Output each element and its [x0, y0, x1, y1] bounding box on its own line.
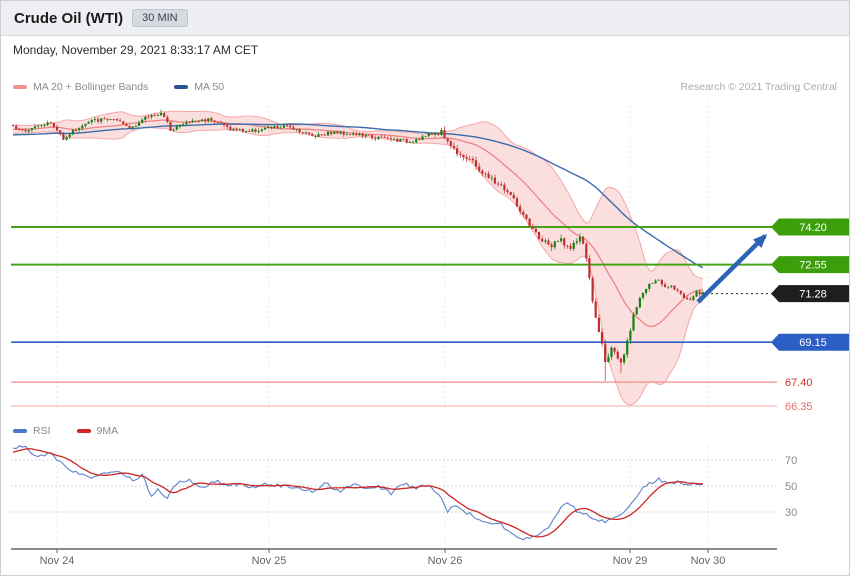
- rsi-tick-label: 30: [785, 507, 797, 519]
- main-plot: [12, 110, 704, 406]
- bollinger-band-fill: [13, 111, 703, 405]
- rsi-legend: RSI 9MA: [1, 423, 849, 439]
- ma20-line: [12, 119, 703, 328]
- ma50-legend-label: MA 50: [194, 81, 225, 93]
- x-axis-label: Nov 29: [613, 555, 648, 567]
- rsi-tick-label: 70: [785, 455, 797, 467]
- price-tag-69.15: [771, 333, 849, 351]
- price-tag-label: 72.55: [799, 259, 827, 271]
- x-axis-label: Nov 26: [428, 555, 463, 567]
- price-tag-71.28: [771, 285, 849, 303]
- chart-timestamp: Monday, November 29, 2021 8:33:17 AM CET: [13, 43, 259, 57]
- rsi-legend-label: RSI: [33, 425, 51, 437]
- copyright-text: Research © 2021 Trading Central: [680, 81, 837, 93]
- trend-arrow: [696, 233, 768, 304]
- candles: [11, 109, 704, 381]
- legend-item-9ma: 9MA: [76, 425, 119, 437]
- 9ma-legend-label: 9MA: [96, 425, 119, 437]
- ma20-legend-swatch-icon: [13, 85, 27, 89]
- bollinger-upper-line: [12, 110, 703, 279]
- title-bar: Crude Oil (WTI) 30 MIN: [1, 1, 849, 36]
- main-chart-legend: MA 20 + Bollinger Bands MA 50 Research ©…: [1, 79, 849, 95]
- legend-item-ma20: MA 20 + Bollinger Bands: [13, 81, 148, 93]
- legend-item-rsi: RSI: [13, 425, 51, 437]
- rsi-legend-swatch-icon: [13, 429, 27, 433]
- rsi-tick-label: 50: [785, 481, 797, 493]
- rsi-line: [12, 445, 703, 541]
- price-tag-label: 71.28: [799, 288, 827, 300]
- price-tag-74.20: [771, 218, 849, 236]
- bollinger-lower-line: [12, 127, 704, 406]
- x-axis-label: Nov 25: [252, 555, 287, 567]
- ma20-legend-label: MA 20 + Bollinger Bands: [33, 81, 149, 93]
- price-level-label: 67.40: [785, 377, 813, 389]
- x-axis-label: Nov 24: [40, 555, 75, 567]
- rsi-plot: [12, 445, 703, 541]
- instrument-title: Crude Oil (WTI): [14, 9, 124, 27]
- 9ma-legend-swatch-icon: [76, 429, 91, 433]
- timeframe-badge[interactable]: 30 MIN: [132, 9, 188, 27]
- price-tag-label: 69.15: [799, 337, 827, 349]
- price-tag-72.55: [771, 256, 849, 274]
- legend-item-ma50: MA 50: [174, 81, 224, 93]
- price-tag-label: 74.20: [799, 222, 827, 234]
- price-level-label: 66.35: [785, 401, 813, 413]
- ma50-line: [12, 123, 704, 269]
- x-axis-label: Nov 30: [691, 555, 726, 567]
- rsi-ma-line: [12, 448, 703, 538]
- ma50-legend-swatch-icon: [174, 85, 189, 89]
